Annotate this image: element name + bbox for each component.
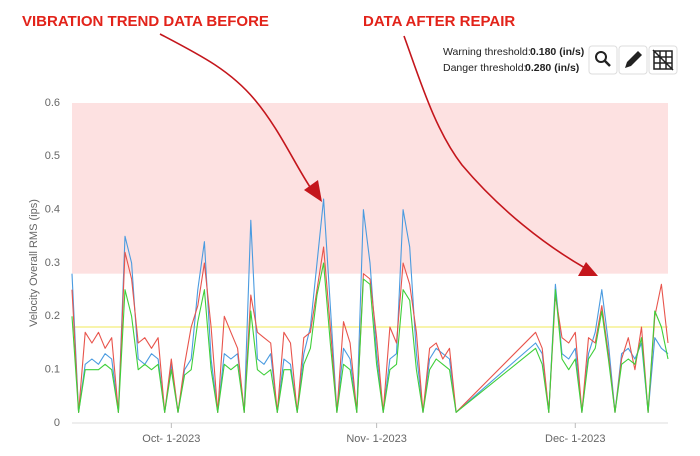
edit-button[interactable] [618,45,648,75]
y-tick-label: 0.6 [45,97,60,109]
arrow-head [304,180,322,202]
arrow-head [578,262,598,276]
annotation: DATA AFTER REPAIR [363,13,515,30]
arrow [403,35,586,269]
warning-label: Warning threshold: [443,46,531,58]
annotation: VIBRATION TREND DATA BEFORE [22,13,269,30]
annotation-arrows [159,33,586,269]
y-tick-label: 0.1 [45,364,60,376]
y-tick-label: 0.3 [45,257,60,269]
x-tick-label: Nov- 1-2023 [346,433,407,445]
x-tick-label: Dec- 1-2023 [545,433,606,445]
y-tick-label: 0.2 [45,310,60,322]
series-line [71,262,669,413]
y-axis-label: Velocity Overall RMS (ips) [28,199,40,327]
danger-value: 0.280 (in/s) [525,62,579,74]
plot-area: 0 0.1 0.2 0.3 0.4 0.5 0.6 Oct- 1-2023 Nov- 1-202… [45,97,669,445]
grid-toggle-button[interactable] [648,45,678,75]
danger-zone [72,103,668,274]
warning-value: 0.180 (in/s) [530,46,584,58]
zoom-button[interactable] [588,45,618,75]
y-tick-label: 0 [54,417,60,429]
arrow [159,33,313,191]
y-tick-label: 0.4 [45,204,60,216]
y-tick-label: 0.5 [45,150,60,162]
x-tick-label: Oct- 1-2023 [142,433,200,445]
danger-label: Danger threshold: [443,62,526,74]
